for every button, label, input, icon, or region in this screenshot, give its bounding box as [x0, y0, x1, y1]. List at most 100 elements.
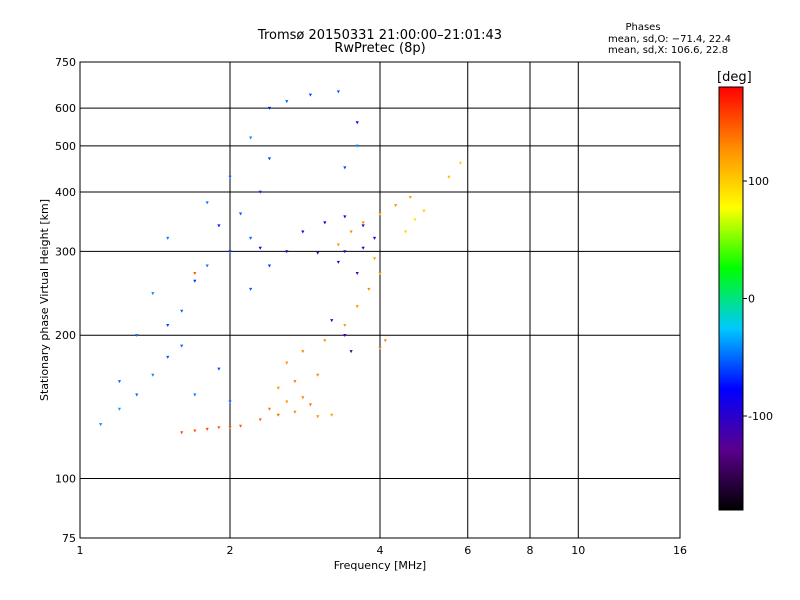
data-point [336, 90, 340, 94]
data-point [238, 424, 243, 428]
chart-subtitle: RwPretec (8p) [334, 41, 426, 56]
data-point [193, 279, 197, 283]
x-tick-label: 10 [571, 544, 585, 557]
y-tick-label: 400 [55, 186, 76, 199]
colorbar-tick-label: 0 [748, 293, 755, 306]
data-point [267, 106, 272, 110]
data-point [413, 218, 417, 222]
data-point [217, 426, 221, 430]
data-point [267, 264, 272, 268]
data-point [293, 380, 297, 384]
data-point [180, 344, 184, 348]
data-point [238, 212, 243, 216]
data-point [285, 250, 289, 254]
phase-stats-heading: Phases [625, 22, 661, 33]
data-point [336, 243, 340, 247]
x-tick-label: 8 [527, 544, 534, 557]
data-point [308, 403, 313, 407]
data-point [285, 100, 289, 104]
data-point [151, 292, 155, 296]
data-point [267, 157, 272, 161]
data-point [276, 413, 280, 417]
data-point [151, 373, 155, 377]
data-point [258, 246, 262, 250]
chart-title: Tromsø 20150331 21:00:00–21:01:43 [257, 28, 503, 43]
data-point [308, 93, 313, 97]
x-axis-ticks: 1 2 4 6 8 10 16 [77, 544, 688, 557]
data-point [217, 224, 221, 228]
scatter-points [99, 90, 463, 435]
data-point [383, 339, 387, 343]
data-point [355, 144, 359, 148]
y-axis-label: Stationary phase Virtual Height [km] [38, 199, 51, 401]
colorbar-label: [deg] [717, 70, 752, 85]
phase-stats-x: mean, sd,X: 106.6, 22.8 [608, 45, 729, 56]
data-point [361, 224, 365, 228]
data-point [316, 251, 320, 255]
data-point [378, 212, 382, 216]
data-point [249, 236, 253, 240]
data-point [135, 334, 139, 338]
colorbar-tick-label: -100 [748, 410, 773, 423]
data-point [117, 407, 122, 411]
data-point [205, 201, 209, 205]
y-tick-label: 300 [55, 245, 76, 258]
data-point [249, 136, 253, 140]
x-tick-label: 2 [227, 544, 234, 557]
x-tick-label: 1 [77, 544, 84, 557]
phase-stats-o: mean, sd,O: −71.4, 22.4 [608, 34, 731, 45]
data-point [355, 272, 359, 275]
data-point [228, 175, 232, 179]
data-point [205, 427, 209, 431]
data-point [336, 260, 340, 264]
data-point [249, 287, 253, 291]
data-point [408, 195, 412, 199]
data-point [367, 287, 371, 291]
colorbar [718, 86, 744, 511]
data-point [99, 423, 103, 427]
colorbar-ticks: 100 0 -100 [743, 175, 773, 423]
data-point [166, 236, 170, 240]
data-point [285, 400, 289, 404]
y-tick-label: 750 [55, 56, 76, 69]
y-axis-ticks: 75 100 200 300 400 500 600 750 [55, 56, 76, 545]
data-point [361, 221, 365, 225]
grid-lines [80, 62, 680, 538]
data-point [422, 209, 426, 213]
data-point [330, 413, 334, 417]
y-tick-label: 600 [55, 102, 76, 115]
data-point [135, 393, 139, 397]
data-point [316, 415, 320, 419]
y-tick-label: 500 [55, 140, 76, 153]
data-point [355, 305, 359, 309]
x-tick-label: 4 [377, 544, 384, 557]
data-point [372, 257, 377, 261]
data-point [316, 373, 320, 377]
data-point [343, 250, 347, 254]
data-point [217, 367, 221, 371]
y-tick-label: 100 [55, 473, 76, 486]
data-point [323, 339, 327, 343]
data-point [228, 400, 232, 404]
data-point [193, 393, 197, 397]
data-point [258, 190, 262, 194]
data-point [193, 272, 197, 275]
data-point [343, 166, 347, 170]
data-point [301, 230, 305, 234]
data-point [349, 230, 353, 234]
data-point [258, 418, 262, 422]
data-point [301, 396, 305, 400]
data-point [301, 350, 305, 354]
data-point [343, 323, 347, 327]
x-tick-label: 16 [673, 544, 687, 557]
data-point [343, 215, 347, 219]
data-point [166, 355, 170, 359]
data-point [349, 350, 353, 354]
data-point [117, 380, 122, 384]
data-point [193, 429, 197, 433]
data-point [228, 250, 232, 254]
y-tick-label: 200 [55, 329, 76, 342]
data-point [343, 334, 347, 338]
data-point [285, 361, 289, 365]
x-tick-label: 6 [464, 544, 471, 557]
